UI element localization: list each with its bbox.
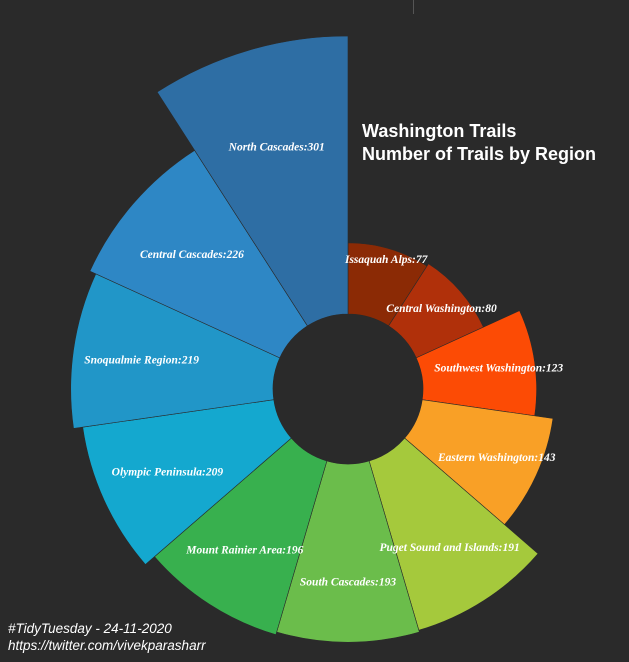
label-eastern-washington: Eastern Washington:143 xyxy=(437,452,556,464)
label-mount-rainier-area: Mount Rainier Area:196 xyxy=(185,545,303,557)
label-south-cascades: South Cascades:193 xyxy=(300,577,396,589)
wedge-snoqualmie-region xyxy=(70,273,281,429)
top-divider-line xyxy=(413,0,414,14)
label-southwest-washington: Southwest Washington:123 xyxy=(434,362,563,374)
wedge-olympic-peninsula xyxy=(82,399,292,565)
chart-wedges xyxy=(70,35,554,643)
caption-twitter-url: https://twitter.com/vivekparasharr xyxy=(8,638,206,653)
chart-caption: #TidyTuesday - 24-11-2020 https://twitte… xyxy=(8,620,206,654)
label-central-washington: Central Washington:80 xyxy=(386,303,497,315)
label-issaquah-alps: Issaquah Alps:77 xyxy=(344,254,429,266)
label-puget-sound-and-islands: Puget Sound and Islands:191 xyxy=(379,542,519,554)
label-north-cascades: North Cascades:301 xyxy=(228,141,325,153)
label-snoqualmie-region: Snoqualmie Region:219 xyxy=(84,354,199,366)
chart-title: Washington Trails Number of Trails by Re… xyxy=(362,120,596,166)
caption-hashtag-date: #TidyTuesday - 24-11-2020 xyxy=(8,621,172,636)
chart-title-line2: Number of Trails by Region xyxy=(362,144,597,164)
center-hole xyxy=(273,314,423,464)
label-central-cascades: Central Cascades:226 xyxy=(140,249,244,261)
chart-labels: Issaquah Alps:77 Central Washington:80 Sou… xyxy=(84,141,563,588)
chart-title-line1: Washington Trails xyxy=(362,121,517,141)
label-olympic-peninsula: Olympic Peninsula:209 xyxy=(112,466,224,478)
